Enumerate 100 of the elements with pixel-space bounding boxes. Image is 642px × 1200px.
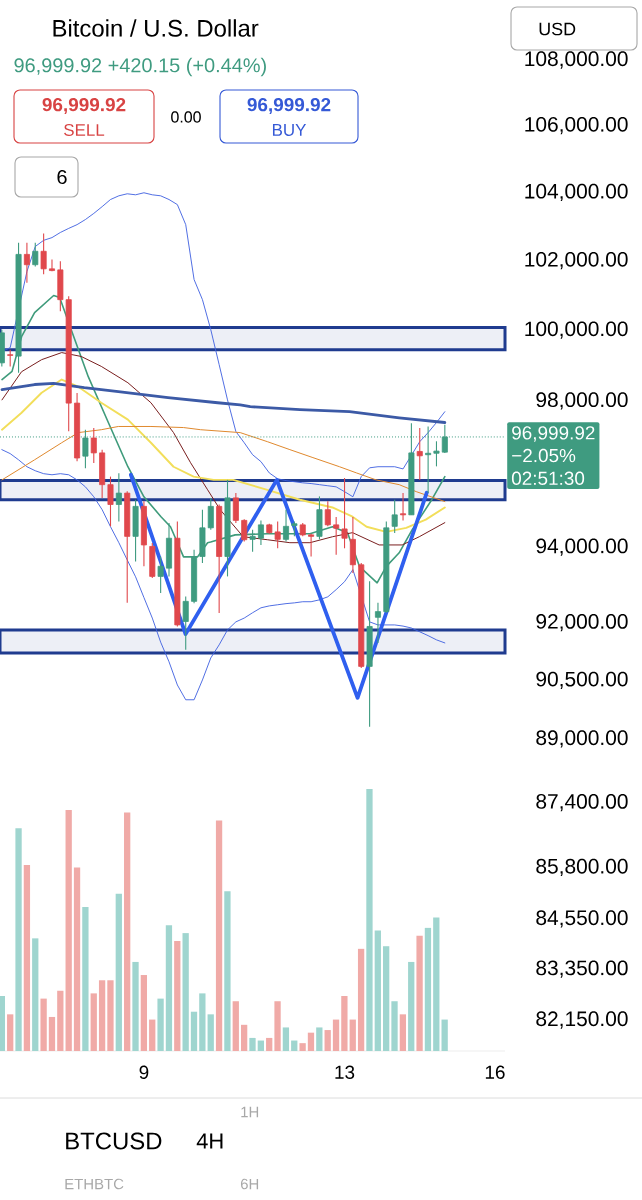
line-series	[1, 352, 446, 546]
bar	[207, 1014, 214, 1052]
bar	[224, 891, 231, 1052]
bar	[316, 1027, 323, 1052]
bar	[424, 927, 432, 1052]
candlestick	[283, 509, 290, 543]
y-tick-label: 106,000.00	[525, 116, 628, 135]
candlestick	[115, 472, 122, 523]
y-tick-label: 85,800.00	[536, 858, 628, 877]
bar	[165, 925, 173, 1052]
line-series	[1, 425, 446, 503]
chart-subtitle: 96,999.92 +420.15 (+0.44%)	[14, 57, 266, 77]
x-tick-label: 13	[335, 1065, 355, 1079]
y-tick-label: 104,000.00	[525, 183, 628, 202]
bar	[349, 1019, 356, 1052]
bar	[65, 809, 72, 1052]
y-tick-label: 84,550.00	[536, 910, 628, 928]
candlestick	[433, 440, 440, 467]
bar	[132, 961, 139, 1052]
text: −2.05%	[512, 448, 576, 463]
bar	[32, 938, 39, 1052]
y-tick-label: 82,150.00	[536, 1011, 628, 1029]
bar	[107, 980, 114, 1052]
candlestick	[48, 258, 55, 272]
candlestick	[257, 519, 264, 546]
line-series	[1, 378, 446, 533]
y-tick-label: 100,000.00	[525, 321, 628, 339]
y-tick-label: 92,000.00	[536, 614, 628, 632]
bar	[57, 990, 64, 1052]
bar	[441, 1019, 448, 1052]
candlestick	[23, 242, 30, 284]
bar	[7, 1014, 14, 1052]
bar	[40, 998, 47, 1052]
ref-line-label: 96,999.92	[512, 426, 595, 442]
line-series	[0, 382, 447, 424]
bar	[15, 828, 22, 1052]
bar	[374, 930, 381, 1052]
bar	[383, 946, 390, 1052]
bar	[274, 1001, 281, 1052]
y-tick-label: 83,350.00	[536, 960, 628, 978]
bar	[249, 1037, 256, 1052]
bar	[182, 933, 189, 1052]
bar	[190, 1011, 198, 1052]
candlestick	[416, 427, 423, 481]
text: 02:51:30	[511, 471, 585, 485]
y-tick-label: 102,000.00	[525, 251, 628, 270]
y-tick-label: 108,000.00	[525, 51, 628, 69]
bar	[341, 995, 348, 1052]
bar	[157, 998, 164, 1052]
candlestick	[324, 500, 331, 527]
annotation: 6	[57, 169, 67, 185]
candlestick	[333, 516, 340, 556]
bar	[291, 1040, 298, 1052]
bar	[82, 906, 89, 1052]
bar	[23, 864, 31, 1052]
annotation: 96,999.92	[247, 97, 331, 115]
bar	[282, 1027, 290, 1052]
bar	[215, 820, 223, 1052]
bar	[391, 1001, 398, 1052]
text: 1H	[241, 1106, 259, 1118]
annotation: 96,999.92	[42, 97, 126, 115]
chart-title: Bitcoin / U.S. Dollar	[53, 19, 259, 37]
bar	[433, 917, 440, 1052]
text: USD	[539, 22, 576, 36]
candlestick	[391, 499, 398, 534]
bar	[73, 867, 81, 1052]
bar	[266, 1037, 273, 1052]
y-tick-label: 98,000.00	[536, 392, 628, 410]
bar	[257, 1040, 264, 1052]
bar	[232, 1001, 239, 1052]
y-tick-label: 87,400.00	[536, 793, 628, 812]
bar	[174, 940, 181, 1052]
bar	[324, 1030, 331, 1052]
annotation: BUY	[272, 124, 307, 136]
bar	[307, 1032, 315, 1052]
bar	[149, 1019, 156, 1052]
y-tick-label: 89,000.00	[536, 730, 628, 748]
candlestick	[182, 595, 189, 651]
bar	[0, 995, 5, 1052]
candlestick	[40, 232, 47, 275]
candlestick	[90, 427, 97, 464]
candlestick	[207, 497, 214, 531]
bar	[199, 993, 206, 1052]
text: 4H	[196, 1133, 223, 1149]
bar	[140, 975, 148, 1052]
candlestick	[107, 476, 114, 527]
y-tick-label: 90,500.00	[536, 671, 628, 689]
candlestick	[241, 518, 248, 543]
bar	[115, 893, 122, 1052]
bar	[399, 1014, 407, 1052]
text: ETHBTC	[65, 1178, 124, 1190]
bar	[366, 789, 373, 1052]
x-tick-label: 16	[485, 1065, 505, 1079]
bar	[240, 1024, 248, 1052]
candlestick	[157, 555, 164, 594]
candlestick	[232, 492, 239, 524]
text: BTCUSD	[66, 1132, 162, 1150]
x-tick-label: 9	[139, 1065, 149, 1079]
bar	[98, 980, 106, 1052]
bar	[48, 1016, 56, 1052]
